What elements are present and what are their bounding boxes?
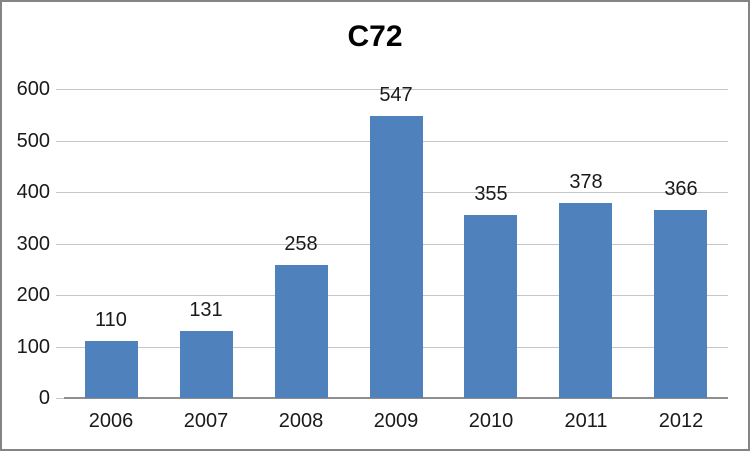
y-axis-label: 0 bbox=[38, 387, 50, 409]
bar-2012 bbox=[654, 210, 707, 398]
y-axis-label: 600 bbox=[16, 78, 50, 100]
y-axis-tick bbox=[56, 244, 64, 245]
x-axis-label-2011: 2011 bbox=[564, 410, 608, 432]
data-label-2011: 378 bbox=[569, 171, 603, 193]
y-axis-tick bbox=[56, 398, 64, 399]
y-axis-tick bbox=[56, 192, 64, 193]
x-axis-line bbox=[64, 397, 728, 399]
bar-2008 bbox=[275, 265, 328, 398]
y-axis-label: 500 bbox=[16, 130, 50, 152]
data-label-2006: 110 bbox=[95, 309, 127, 331]
x-axis-label-2010: 2010 bbox=[468, 410, 514, 432]
data-label-2012: 366 bbox=[664, 178, 698, 200]
y-axis-tick bbox=[56, 347, 64, 348]
y-axis-tick bbox=[56, 295, 64, 296]
x-axis-label-2007: 2007 bbox=[183, 410, 229, 432]
x-axis-label-2012: 2012 bbox=[658, 410, 704, 432]
data-label-2009: 547 bbox=[379, 84, 413, 106]
x-axis-label-2006: 2006 bbox=[88, 410, 134, 432]
y-axis-label: 100 bbox=[16, 336, 50, 358]
y-axis-tick bbox=[56, 141, 64, 142]
data-label-2008: 258 bbox=[284, 233, 318, 255]
y-axis-label: 400 bbox=[16, 181, 50, 203]
data-label-2010: 355 bbox=[474, 183, 508, 205]
y-axis-label: 300 bbox=[16, 233, 50, 255]
bar-2009 bbox=[370, 116, 423, 398]
bar-2011 bbox=[559, 203, 612, 398]
data-label-2007: 131 bbox=[189, 299, 223, 321]
x-axis-label-2008: 2008 bbox=[278, 410, 324, 432]
gridline bbox=[64, 89, 728, 90]
x-axis-label-2009: 2009 bbox=[373, 410, 419, 432]
bar-2007 bbox=[180, 331, 233, 398]
chart-title: C72 bbox=[347, 20, 403, 53]
bar-2006 bbox=[85, 341, 138, 398]
y-axis-tick bbox=[56, 89, 64, 90]
bar-2010 bbox=[464, 215, 517, 398]
y-axis-label: 200 bbox=[16, 284, 50, 306]
